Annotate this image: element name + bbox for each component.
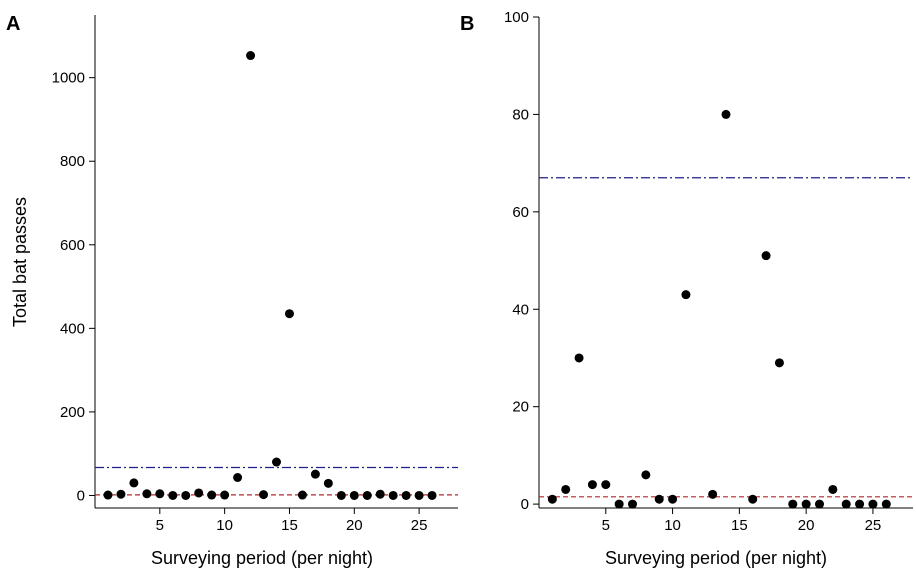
panel-b-y-tick-label: 0 [521, 496, 529, 513]
panel-a-data-point [103, 490, 113, 500]
panel-a-data-point [401, 490, 411, 500]
panel-b-data-point [801, 499, 811, 509]
panel-a-data-point [220, 490, 230, 500]
panel-b-y-tick-label: 60 [512, 204, 529, 221]
panel-b-data-point [708, 489, 718, 499]
panel-a-y-tick-label: 1000 [52, 70, 85, 87]
panel-b-data-point [587, 480, 597, 490]
panel-a-x-tick-label: 10 [216, 517, 233, 534]
panel-a-data-point [427, 490, 437, 500]
panel-b-x-axis-title: Surveying period (per night) [605, 548, 827, 568]
panel-b-y-tick-label: 40 [512, 301, 529, 318]
panel-b-x-tick-label: 5 [602, 517, 610, 534]
panel-a-data-point [272, 457, 281, 467]
panel-a-data-point [233, 473, 243, 483]
panel-b-data-point [828, 484, 838, 494]
panel-b-ticks: 0 20 40 60 80 100 5 10 15 20 25 [504, 9, 881, 534]
panel-a-data-point [181, 490, 191, 500]
panel-b-data-point [681, 290, 691, 300]
panel-a-x-tick-label: 5 [156, 517, 164, 534]
panel-a-y-tick-label: 200 [60, 404, 85, 421]
panel-a-data-point [246, 51, 256, 61]
panel-a-data-point [168, 490, 178, 500]
panel-a: A Total bat passes Surveying period (per… [6, 13, 458, 568]
panel-a-y-tick-label: 600 [60, 237, 85, 254]
panel-a-data-point [323, 478, 333, 488]
panel-b-data-point [761, 251, 771, 261]
panel-a-data-point [129, 478, 139, 488]
panel-b-data-point [654, 494, 664, 504]
panel-b-data-point [881, 499, 891, 509]
panel-a-x-tick-label: 15 [281, 517, 298, 534]
panel-a-data-point [310, 469, 320, 479]
panel-a-data-point [362, 490, 372, 500]
panel-a-y-axis-title: Total bat passes [10, 197, 30, 327]
panel-a-y-tick-label: 800 [60, 153, 85, 170]
panel-b-data-point [641, 470, 651, 480]
panel-b-data-point [815, 499, 824, 509]
panel-a-data-point [284, 309, 294, 319]
panel-a-y-tick-label: 400 [60, 320, 85, 337]
panel-a-data-point [297, 490, 307, 500]
panel-b-data-point [628, 499, 637, 509]
panel-b-x-tick-label: 20 [798, 517, 815, 534]
panel-a-x-axis-title: Surveying period (per night) [151, 548, 373, 568]
panel-b: B Surveying period (per night) 0 20 40 60 80… [460, 9, 913, 568]
panel-b-x-tick-label: 25 [865, 517, 882, 534]
panel-a-data-point [194, 488, 204, 498]
panel-b-data-point [855, 499, 865, 509]
panel-a-letter: A [6, 13, 20, 35]
panel-b-data-point [614, 499, 624, 509]
panel-a-points [103, 51, 437, 500]
panel-a-data-point [388, 490, 398, 500]
panel-b-data-point [788, 499, 798, 509]
panel-b-data-point [748, 494, 758, 504]
panel-a-x-tick-label: 20 [346, 517, 363, 534]
panel-b-x-tick-label: 15 [731, 517, 748, 534]
panel-b-data-point [547, 494, 557, 504]
panel-b-data-point [774, 358, 784, 368]
panel-a-data-point [142, 489, 152, 499]
panel-b-data-point [868, 499, 878, 509]
panel-b-data-point [721, 109, 731, 119]
panel-a-data-point [207, 490, 217, 500]
panel-a-data-point [414, 490, 424, 500]
panel-b-letter: B [460, 13, 474, 35]
panel-a-data-point [259, 490, 269, 500]
panel-b-y-tick-label: 20 [512, 399, 529, 416]
panel-a-data-point [349, 490, 359, 500]
panel-b-data-point [668, 494, 678, 504]
panel-a-data-point [336, 490, 346, 500]
panel-a-data-point [375, 489, 385, 499]
panel-b-data-point [841, 499, 851, 509]
panel-a-data-point [116, 489, 126, 499]
panel-b-reference-lines [539, 177, 913, 498]
panel-b-y-tick-label: 100 [504, 9, 529, 26]
panel-b-data-point [574, 353, 584, 363]
panel-a-x-tick-label: 25 [411, 517, 428, 534]
panel-a-data-point [155, 489, 165, 499]
panel-b-y-tick-label: 80 [512, 106, 529, 123]
panel-a-ticks: 0 200 400 600 800 1000 5 10 15 20 25 [52, 70, 428, 534]
panel-b-data-point [601, 480, 611, 490]
panel-b-x-tick-label: 10 [664, 517, 681, 534]
panel-b-data-point [561, 484, 571, 494]
panel-a-y-tick-label: 0 [77, 487, 85, 504]
panel-b-points [547, 109, 891, 509]
